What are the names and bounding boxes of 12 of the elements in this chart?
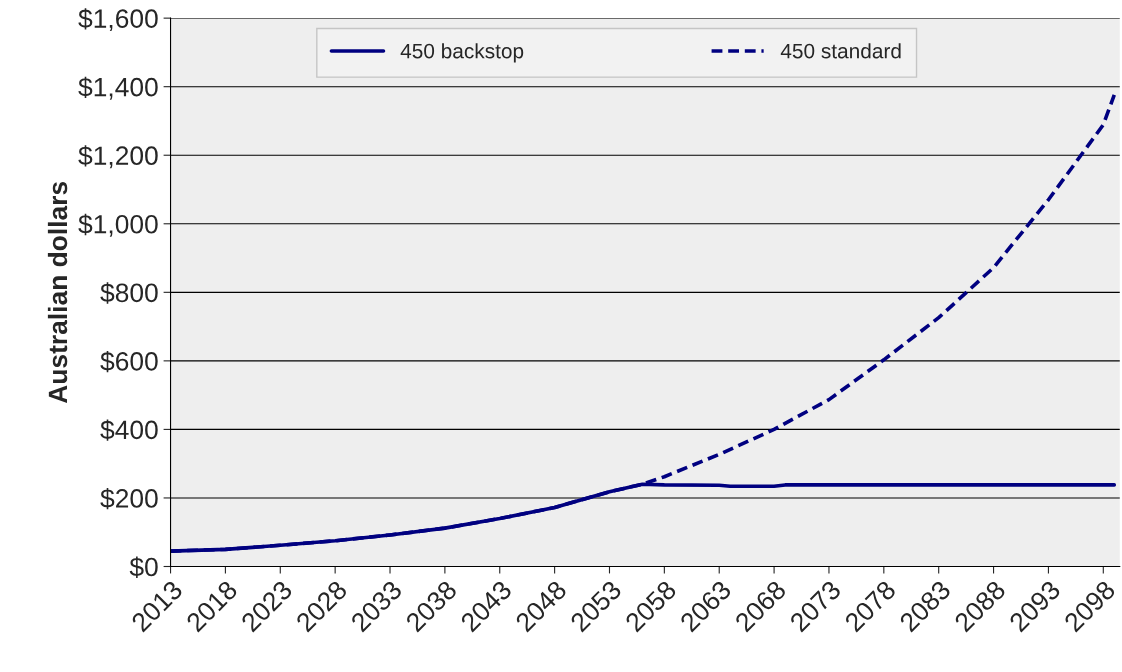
y-tick-label: $1,200 bbox=[78, 145, 158, 169]
y-tick-label: $1,600 bbox=[78, 8, 158, 32]
y-tick-label: $1,400 bbox=[78, 76, 158, 100]
legend-label: 450 standard bbox=[780, 43, 901, 59]
y-tick-label: $400 bbox=[100, 419, 158, 441]
y-tick-label: $0 bbox=[129, 556, 158, 578]
legend-label: 450 backstop bbox=[400, 43, 524, 63]
y-tick-label: $600 bbox=[100, 350, 158, 373]
y-tick-label: $1,000 bbox=[78, 213, 158, 237]
y-axis-title: Australian dollars bbox=[47, 181, 68, 404]
y-tick-label: $200 bbox=[100, 487, 158, 510]
y-tick-label: $800 bbox=[100, 282, 158, 304]
